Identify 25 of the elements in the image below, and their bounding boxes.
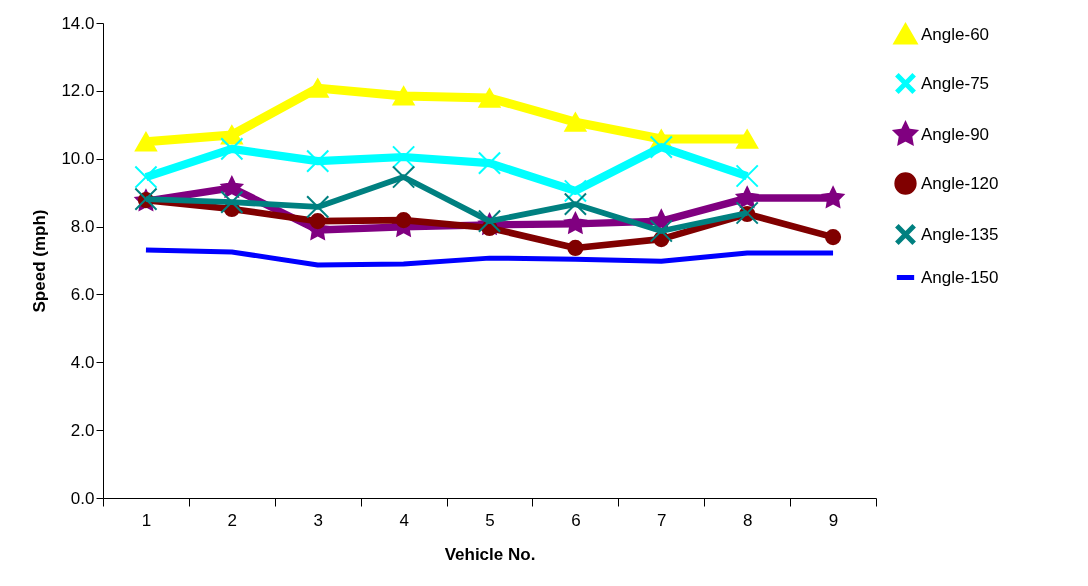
x-tick-label: 3 bbox=[313, 510, 323, 530]
y-tick-label: 6.0 bbox=[70, 284, 95, 304]
x-axis-title: Vehicle No. bbox=[444, 544, 536, 564]
y-tick-label: 8.0 bbox=[70, 217, 95, 237]
x-tick-label: 2 bbox=[227, 510, 238, 530]
legend-label: Angle-150 bbox=[921, 267, 999, 287]
legend-label: Angle-75 bbox=[921, 73, 990, 93]
x-tick-label: 4 bbox=[399, 510, 409, 530]
legend-label: Angle-120 bbox=[921, 173, 999, 193]
y-axis-title: Speed (mph) bbox=[30, 209, 50, 313]
x-tick-label: 8 bbox=[742, 510, 753, 530]
x-tick-label: 5 bbox=[485, 510, 495, 530]
legend-label: Angle-90 bbox=[921, 124, 990, 144]
y-tick-label: 4.0 bbox=[70, 352, 95, 372]
x-tick-label: 1 bbox=[141, 510, 152, 530]
y-tick-label: 14.0 bbox=[61, 13, 95, 33]
y-tick-label: 10.0 bbox=[61, 149, 95, 169]
legend-label: Angle-135 bbox=[921, 224, 999, 244]
x-tick-label: 6 bbox=[571, 510, 581, 530]
y-tick-label: 0.0 bbox=[70, 488, 95, 508]
x-tick-label: 7 bbox=[657, 510, 667, 530]
y-tick-label: 2.0 bbox=[70, 420, 95, 440]
x-tick-label: 9 bbox=[828, 510, 839, 530]
y-tick-label: 12.0 bbox=[61, 81, 95, 101]
legend-label: Angle-60 bbox=[921, 24, 990, 44]
